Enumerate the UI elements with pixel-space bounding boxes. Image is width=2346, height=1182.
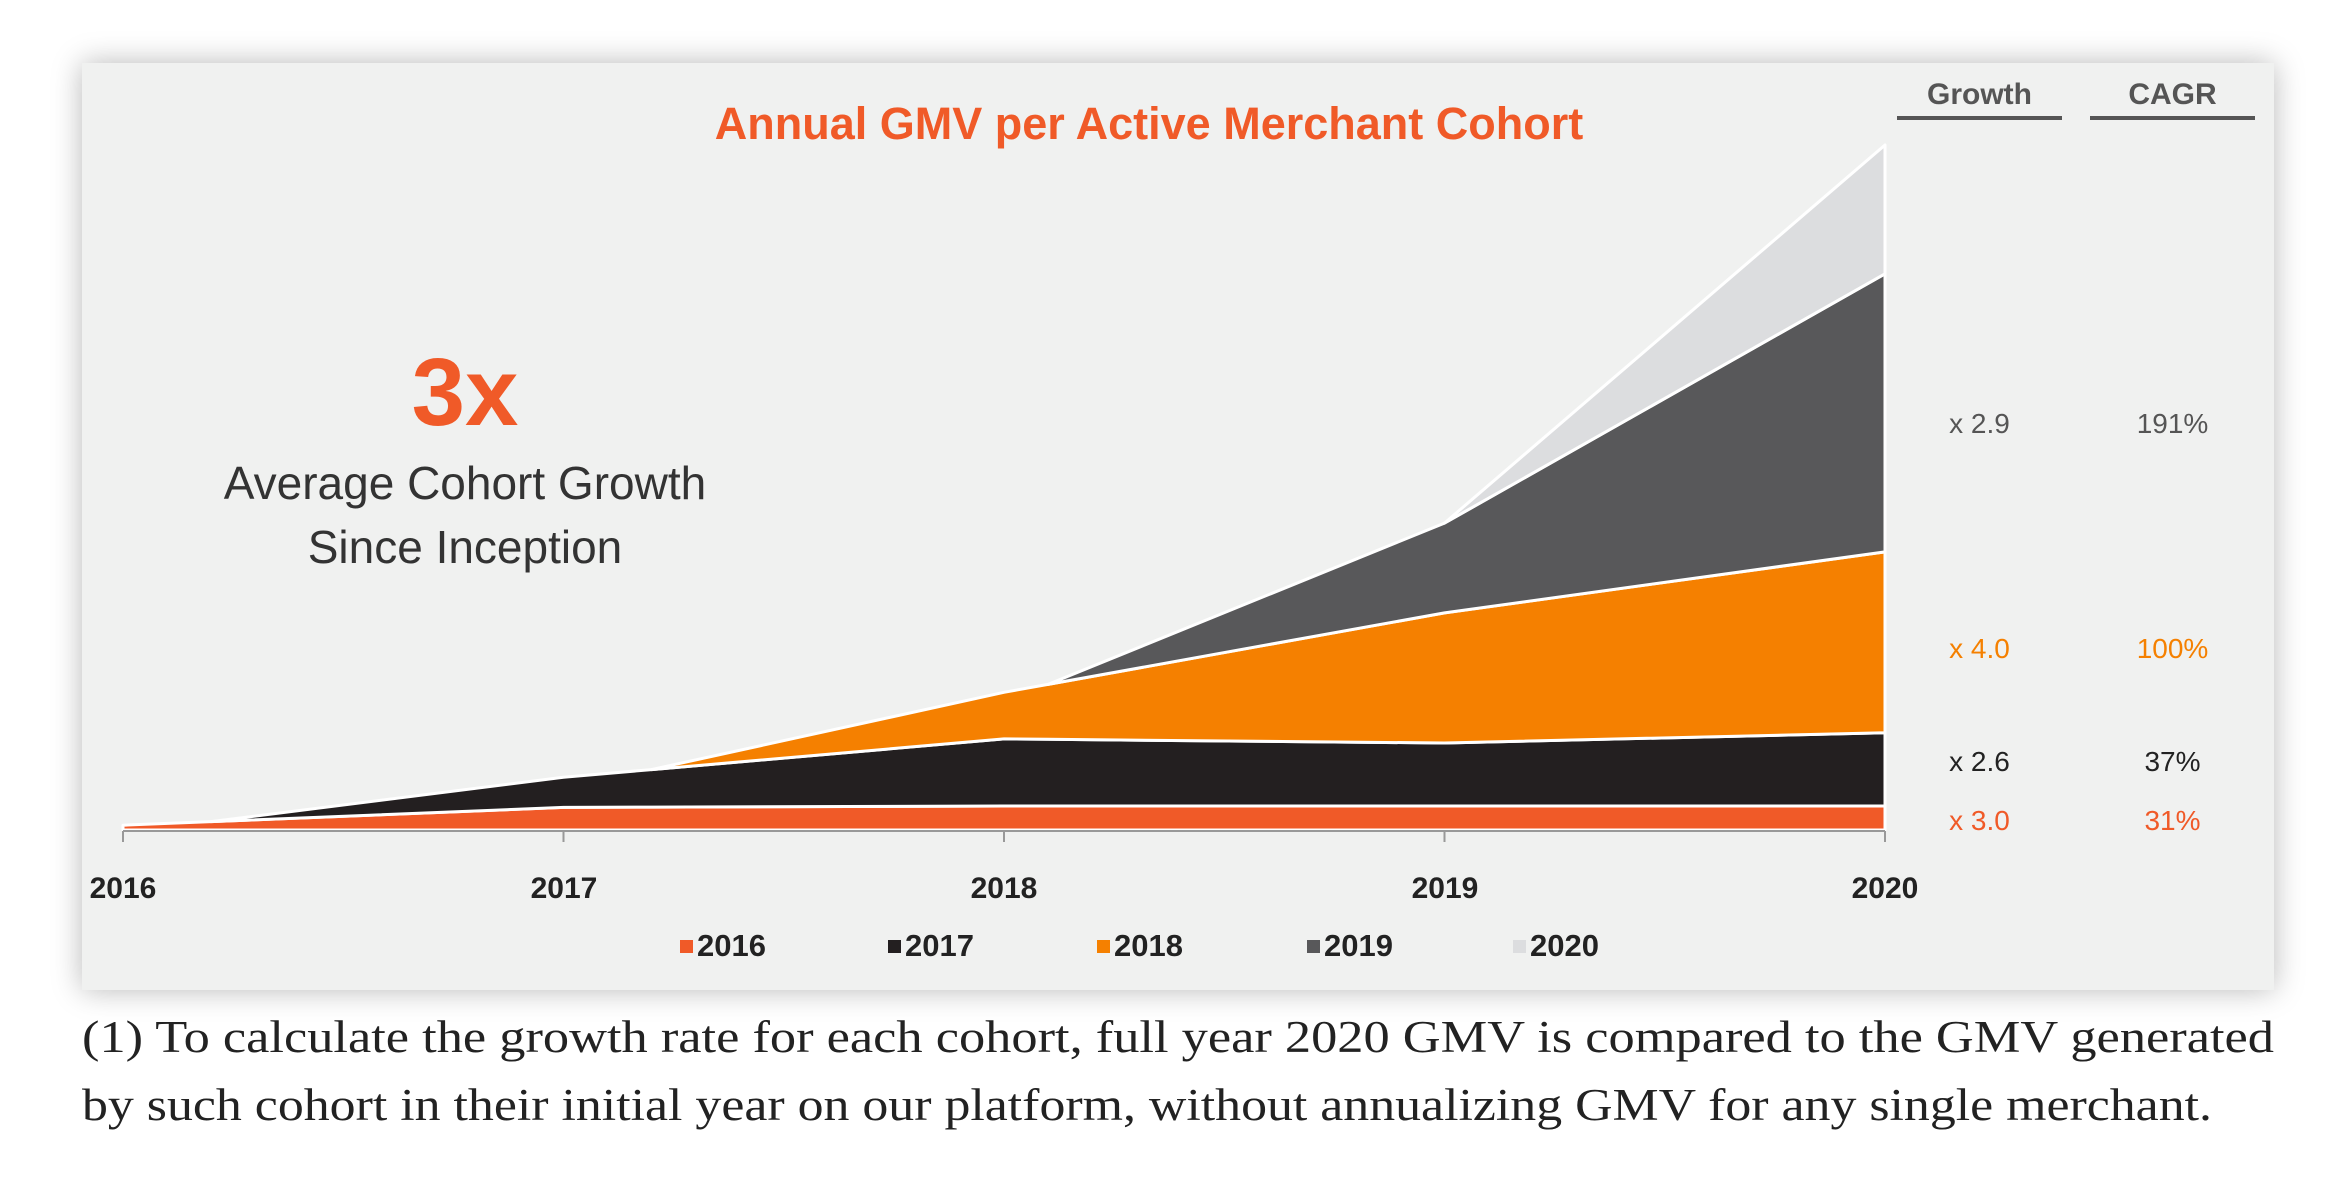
legend-label: 2018 <box>1114 928 1183 963</box>
x-tick-2016: 2016 <box>89 872 157 905</box>
cagr-value-2019: 191% <box>2136 408 2209 439</box>
growth-value-2017: x 2.6 <box>1949 746 2010 777</box>
legend-item-2020: 2020 <box>1513 928 1599 964</box>
footnote-line-1: (1) To calculate the growth rate for eac… <box>82 1012 2274 1062</box>
chart-panel <box>82 63 2274 990</box>
legend-item-2018: 2018 <box>1097 928 1183 964</box>
legend-label: 2019 <box>1324 928 1393 963</box>
cagr-header: CAGR <box>2090 78 2255 120</box>
footnote-line-2: by such cohort in their initial year on … <box>82 1080 2212 1130</box>
legend-swatch-2019 <box>1307 939 1320 953</box>
legend-swatch-2020 <box>1513 939 1526 953</box>
legend-swatch-2016 <box>680 939 693 953</box>
cagr-value-2016: 31% <box>2144 805 2201 836</box>
headline-sub-line-1: Average Cohort Growth <box>223 457 707 509</box>
x-tick-2017: 2017 <box>530 872 598 905</box>
legend-label: 2017 <box>905 928 974 963</box>
legend-item-2017: 2017 <box>888 928 974 964</box>
area-cohort-2018 <box>650 550 1887 772</box>
legend-label: 2016 <box>697 928 766 963</box>
x-tick-2019: 2019 <box>1411 872 1479 905</box>
x-tick-2020: 2020 <box>1851 872 1919 905</box>
legend-swatch-2018 <box>1097 939 1110 953</box>
growth-header: Growth <box>1897 78 2062 120</box>
legend-label: 2020 <box>1530 928 1599 963</box>
growth-value-2019: x 2.9 <box>1949 408 2010 439</box>
headline-value: 3x <box>411 339 519 446</box>
legend-swatch-2017 <box>888 939 901 953</box>
growth-value-2018: x 4.0 <box>1949 633 2010 664</box>
legend-item-2016: 2016 <box>680 928 766 964</box>
headline-sub-line-2: Since Inception <box>307 521 623 573</box>
chart-title: Annual GMV per Active Merchant Cohort <box>714 98 1584 149</box>
cagr-value-2018: 100% <box>2136 633 2209 664</box>
x-tick-2018: 2018 <box>970 872 1038 905</box>
area-cohort-2019 <box>1046 272 1887 686</box>
area-cohort-2020 <box>1443 143 1887 525</box>
cagr-value-2017: 37% <box>2144 746 2201 777</box>
legend-item-2019: 2019 <box>1307 928 1393 964</box>
growth-value-2016: x 3.0 <box>1949 805 2010 836</box>
